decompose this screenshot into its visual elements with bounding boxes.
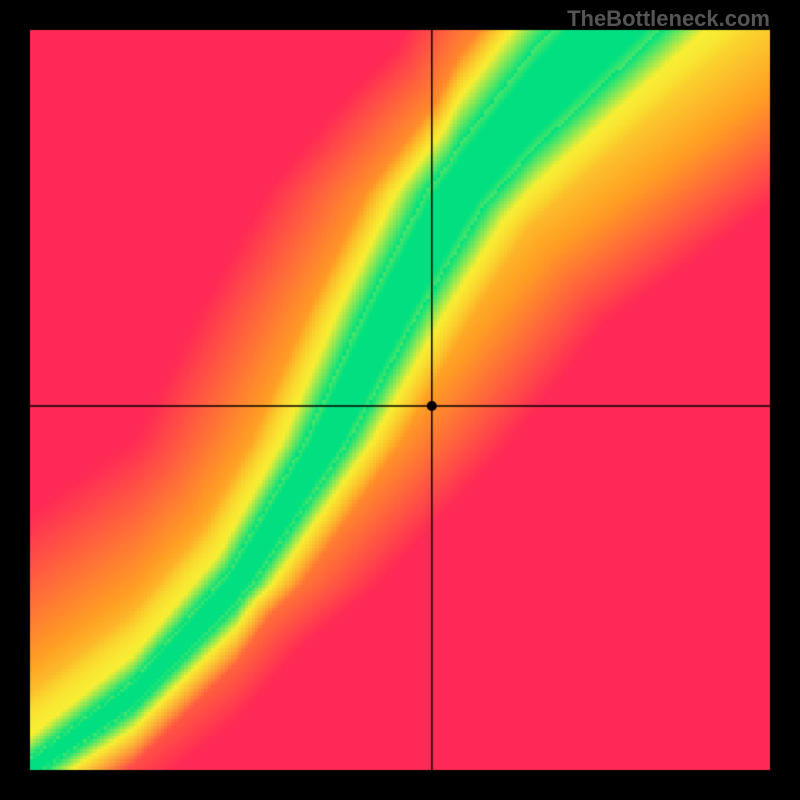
chart-container: TheBottleneck.com	[0, 0, 800, 800]
watermark-text: TheBottleneck.com	[567, 6, 770, 32]
bottleneck-heatmap	[0, 0, 800, 800]
